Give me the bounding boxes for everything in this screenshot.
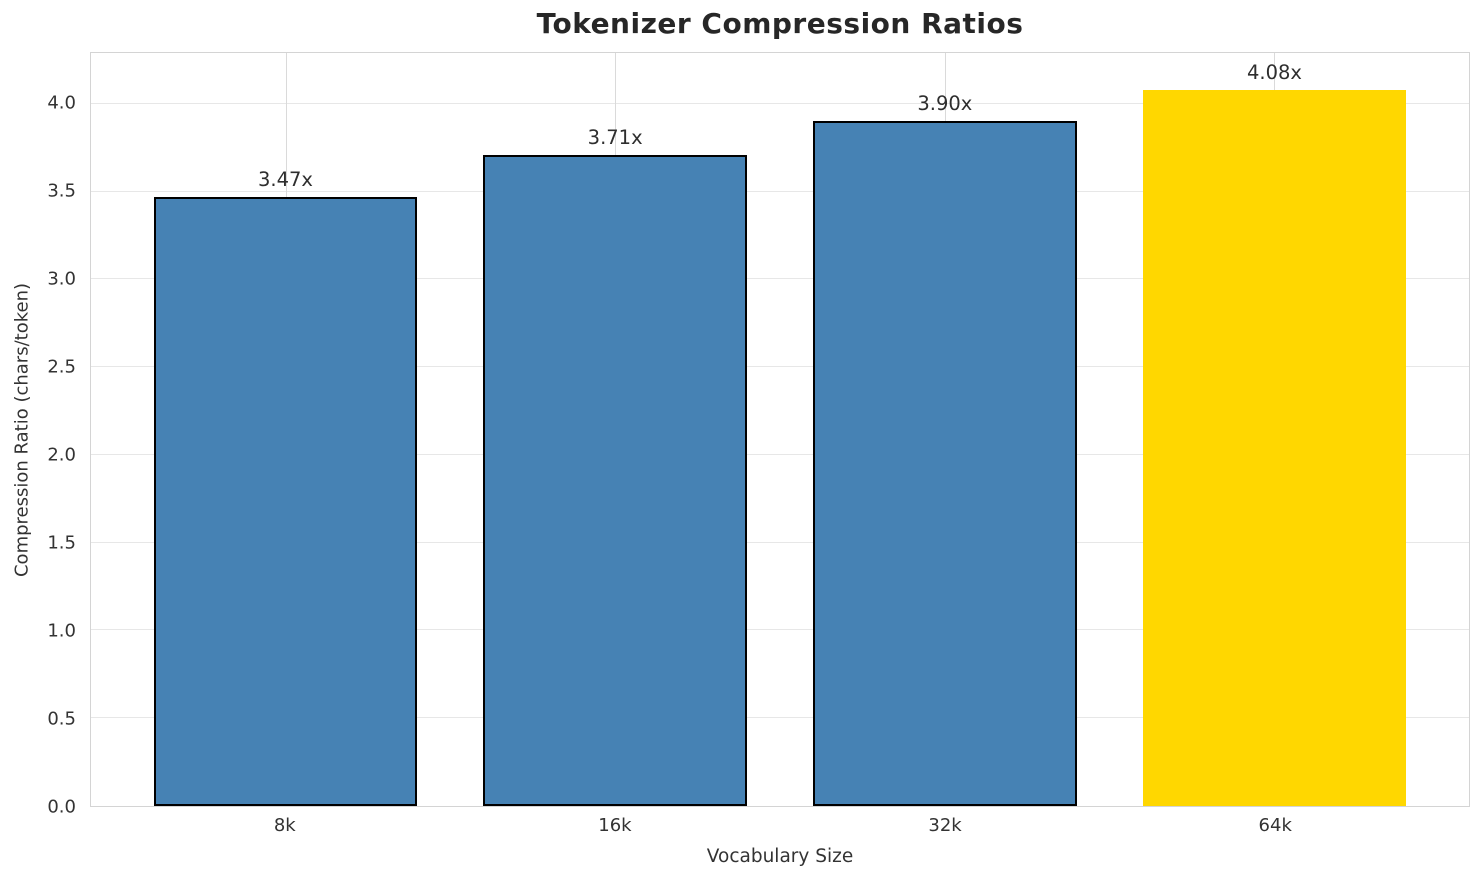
bar-value-label: 3.90x [917,92,973,116]
y-tick-label: 2.5 [47,356,76,378]
x-tick-label: 64k [1258,815,1292,836]
bar-value-label: 4.08x [1247,60,1302,84]
y-tick-label: 2.0 [47,444,76,466]
bar [1142,89,1407,806]
x-axis-label: Vocabulary Size [706,846,854,867]
bar-value-label: 3.47x [258,167,313,191]
chart-title: Tokenizer Compression Ratios [536,7,1024,40]
bar [153,196,418,806]
x-tick-label: 8k [273,815,296,836]
h-gridline [91,190,1469,192]
h-gridline [91,453,1469,455]
h-gridline [91,717,1469,719]
y-tick-label: 1.0 [47,620,76,642]
h-gridline [91,366,1469,368]
bar-value-label: 3.71x [587,125,643,149]
bar [483,154,748,806]
h-gridline [91,541,1469,543]
h-gridline [91,102,1469,104]
x-tick-row: 8k 16k 32k 64k [90,815,1470,841]
y-tick-label: 4.0 [47,92,76,114]
h-gridline [91,629,1469,631]
x-tick-label: 32k [928,815,962,836]
y-tick-label: 3.5 [47,180,76,202]
plot-area: 3.47x 3.71x 3.90x 4.08x [90,52,1470,807]
h-gridline [91,278,1469,280]
y-tick-label: 0.5 [47,708,76,730]
x-tick-label: 16k [598,815,632,836]
y-tick-label: 0.0 [47,796,76,818]
y-tick-gutter: 0.0 0.5 1.0 1.5 2.0 2.5 3.0 3.5 4.0 [0,52,76,818]
y-tick-label: 1.5 [47,532,76,554]
y-tick-label: 3.0 [47,268,76,290]
bar [812,121,1077,806]
